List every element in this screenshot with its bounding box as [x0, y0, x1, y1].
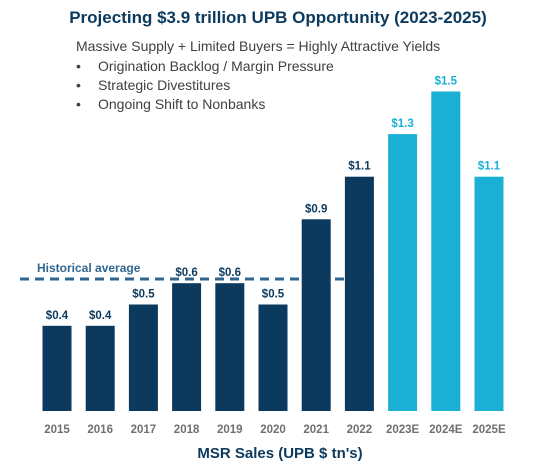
x-tick-label-2024E: 2024E — [429, 424, 463, 436]
bar-2016 — [85, 325, 115, 411]
chart-subtitle: Massive Supply + Limited Buyers = Highly… — [76, 38, 441, 54]
x-tick-label-2016: 2016 — [87, 424, 113, 436]
value-label-2024E: $1.5 — [435, 76, 458, 88]
value-label-2020: $0.5 — [262, 289, 285, 301]
bar-2023E — [388, 134, 418, 411]
bullet-list: • Origination Backlog / Margin Pressure •… — [76, 57, 334, 114]
x-tick-label-2021: 2021 — [303, 424, 329, 436]
value-label-2021: $0.9 — [305, 203, 327, 215]
value-label-2016: $0.4 — [89, 310, 112, 322]
bar-2022 — [344, 176, 374, 411]
bullet-dot-icon: • — [76, 96, 81, 112]
bullet-item: • Strategic Divestitures — [76, 76, 334, 95]
bar-2019 — [215, 283, 245, 411]
x-tick-label-2023E: 2023E — [386, 424, 420, 436]
bar-2020 — [258, 304, 288, 411]
bar-2018 — [172, 283, 202, 411]
bullet-item: • Ongoing Shift to Nonbanks — [76, 95, 334, 114]
bar-2021 — [301, 219, 331, 411]
bullet-text: Ongoing Shift to Nonbanks — [98, 96, 266, 112]
bullet-dot-icon: • — [76, 58, 81, 74]
x-axis-label: MSR Sales (UPB $ tn's) — [197, 445, 362, 462]
value-label-2017: $0.5 — [132, 289, 155, 301]
bullet-text: Strategic Divestitures — [98, 77, 231, 93]
chart-title: Projecting $3.9 trillion UPB Opportunity… — [69, 8, 487, 27]
x-tick-label-2025E: 2025E — [472, 424, 506, 436]
value-label-2018: $0.6 — [175, 267, 197, 279]
value-label-2019: $0.6 — [219, 267, 241, 279]
bar-2025E — [474, 176, 504, 411]
bullet-text: Origination Backlog / Margin Pressure — [98, 58, 334, 74]
bar-2024E — [431, 91, 461, 411]
value-label-2022: $1.1 — [348, 161, 371, 173]
x-tick-label-2017: 2017 — [131, 424, 157, 436]
value-label-2023E: $1.3 — [391, 118, 413, 130]
bullet-dot-icon: • — [76, 77, 81, 93]
bullet-item: • Origination Backlog / Margin Pressure — [76, 57, 334, 76]
x-tick-label-2015: 2015 — [44, 424, 70, 436]
x-tick-label-2020: 2020 — [260, 424, 286, 436]
bar-2015 — [42, 325, 72, 411]
value-label-2015: $0.4 — [46, 310, 69, 322]
x-tick-label-2019: 2019 — [217, 424, 243, 436]
value-label-2025E: $1.1 — [478, 161, 501, 173]
historical-average-label: Historical average — [37, 261, 141, 275]
x-tick-label-2018: 2018 — [174, 424, 200, 436]
x-tick-label-2022: 2022 — [347, 424, 373, 436]
bar-2017 — [128, 304, 158, 411]
